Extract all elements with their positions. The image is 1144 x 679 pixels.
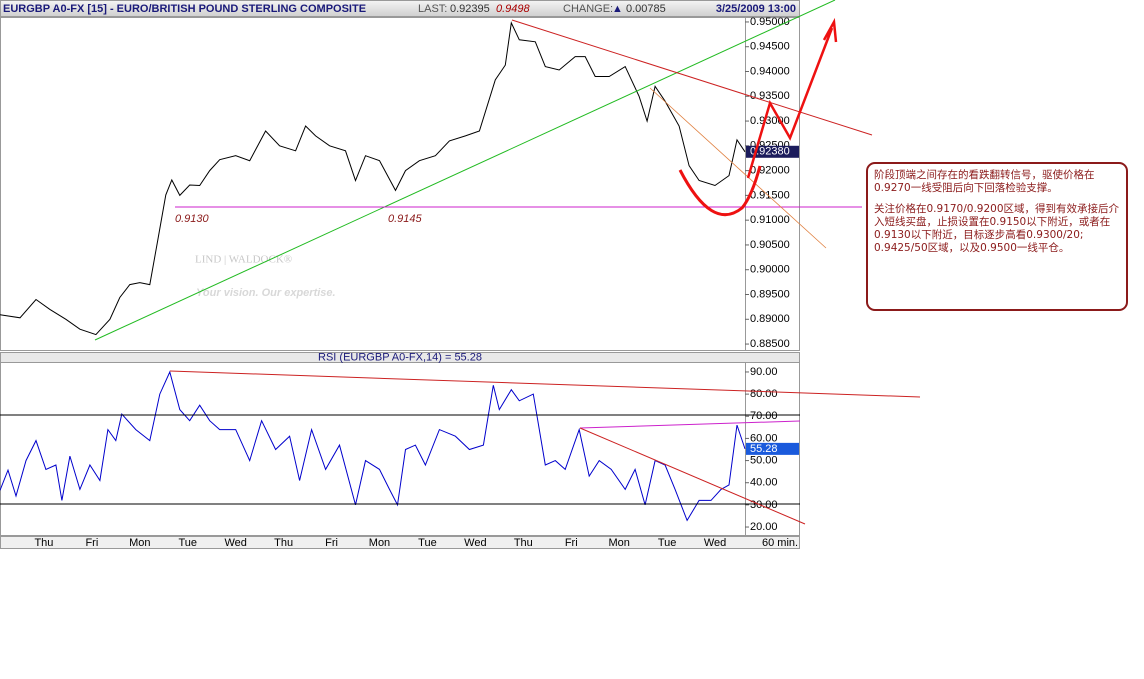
rsi-trend-line [579, 420, 801, 429]
y-tick-label: 30.00 [750, 499, 778, 511]
trend-line [94, 0, 836, 341]
y-tick-label: 0.89000 [750, 313, 790, 325]
rsi-title: RSI (EURGBP A0-FX,14) = 55.28 [318, 351, 482, 363]
comment-paragraph: 关注价格在0.9170/0.9200区域，得到有效承接后介入短线买盘，止损设置在… [874, 203, 1120, 254]
comment-box: 阶段顶端之间存在的看跌翻转信号，驱使价格在0.9270一线受阻后向下回落检验支撑… [866, 162, 1128, 311]
x-tick-label: Wed [464, 537, 486, 549]
x-tick-label: Mon [608, 537, 629, 549]
y-tick-label: 0.94500 [750, 41, 790, 53]
price-line [0, 21, 746, 336]
y-tick-label: 0.90500 [750, 239, 790, 251]
header-datetime: 3/25/2009 13:00 [716, 3, 796, 15]
watermark-brand: LIND | WALDOCK® [195, 254, 292, 266]
y-tick-label: 60.00 [750, 432, 778, 444]
y-tick-label: 0.91500 [750, 189, 790, 201]
y-tick-label: 0.88500 [750, 338, 790, 350]
x-tick-label: Tue [178, 537, 197, 549]
last-value-label: 55.28 [750, 443, 778, 455]
x-tick-label: Fri [325, 537, 338, 549]
y-tick-label: 70.00 [750, 410, 778, 422]
rsi-trend-line [169, 370, 921, 398]
y-tick-label: 0.91000 [750, 214, 790, 226]
header-title: EURGBP A0-FX [15] - EURO/BRITISH POUND S… [3, 3, 366, 15]
header-bar [0, 0, 800, 17]
last-value-box [746, 442, 799, 455]
x-unit-label: 60 min. [762, 537, 798, 549]
projection-curve [678, 165, 762, 217]
last-value-label: 0.92380 [750, 146, 790, 158]
y-tick-label: 90.00 [750, 366, 778, 378]
y-tick-label: 80.00 [750, 388, 778, 400]
price-panel [0, 17, 800, 351]
x-tick-label: Thu [274, 537, 293, 549]
x-tick-label: Mon [369, 537, 390, 549]
x-tick-label: Fri [565, 537, 578, 549]
trend-line [511, 19, 873, 136]
y-tick-label: 0.94000 [750, 65, 790, 77]
y-tick-label: 0.95000 [750, 16, 790, 28]
change-value: 0.00785 [626, 3, 666, 15]
price-line [0, 370, 746, 522]
change-arrow: ▲ [612, 3, 623, 15]
y-tick-label: 50.00 [750, 454, 778, 466]
change-caption: CHANGE: [563, 3, 613, 15]
x-tick-label: Wed [704, 537, 726, 549]
x-tick-label: Wed [224, 537, 246, 549]
price-annotation: 0.9130 [175, 213, 210, 225]
x-tick-label: Tue [658, 537, 677, 549]
last-value-box [746, 145, 799, 158]
high-value: 0.9498 [496, 3, 531, 15]
watermark-slogan: Your vision. Our expertise. [196, 287, 336, 299]
x-tick-label: Thu [514, 537, 533, 549]
price-annotation: 0.9145 [388, 213, 423, 225]
trend-line [649, 87, 827, 249]
x-axis-bar [0, 536, 800, 549]
last-caption: LAST: [418, 3, 447, 15]
y-tick-label: 20.00 [750, 521, 778, 533]
y-tick-label: 40.00 [750, 477, 778, 489]
rsi-panel [0, 362, 800, 536]
x-tick-label: Thu [34, 537, 53, 549]
projection-arrow [746, 17, 838, 179]
comment-paragraph: 阶段顶端之间存在的看跌翻转信号，驱使价格在0.9270一线受阻后向下回落检验支撑… [874, 169, 1095, 194]
plot-layer: 0.950000.945000.940000.935000.930000.925… [0, 16, 799, 549]
y-tick-label: 0.89500 [750, 288, 790, 300]
y-tick-label: 0.90000 [750, 264, 790, 276]
x-tick-label: Tue [418, 537, 437, 549]
x-tick-label: Fri [85, 537, 98, 549]
last-value: 0.92395 [450, 3, 490, 15]
rsi-trend-line [579, 427, 806, 525]
x-tick-label: Mon [129, 537, 150, 549]
